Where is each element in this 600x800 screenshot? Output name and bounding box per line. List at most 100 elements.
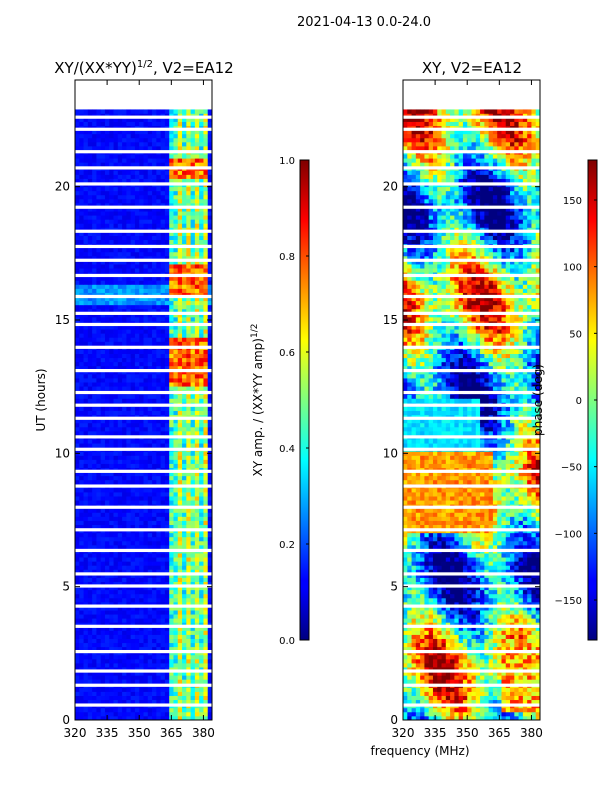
heat-cell [182, 357, 187, 363]
heat-cell [199, 137, 204, 143]
heat-cell [75, 325, 80, 330]
heat-cell [104, 259, 110, 265]
heat-cell [100, 638, 106, 644]
heat-cell [190, 508, 196, 513]
heat-cell [104, 186, 110, 192]
heat-cell [113, 487, 119, 493]
heat-cell [207, 707, 212, 713]
heat-cell [186, 524, 191, 530]
heat-cell [147, 296, 153, 302]
heat-cell [104, 536, 110, 542]
heat-cell [207, 516, 212, 521]
heat-cell [173, 394, 179, 399]
heat-cell [139, 561, 144, 566]
heat-cell [199, 304, 204, 310]
heat-cell [79, 333, 84, 338]
heat-cell [152, 361, 157, 367]
heat-cell [164, 516, 170, 521]
heat-cell [75, 117, 80, 122]
heat-cell [173, 508, 179, 513]
heat-cell [415, 707, 421, 713]
heat-cell [117, 264, 123, 269]
heat-cell [207, 251, 212, 257]
heat-cell [139, 129, 144, 135]
heat-cell [186, 443, 191, 448]
heat-cell [169, 601, 174, 607]
heat-cell [83, 630, 89, 635]
heat-cell [190, 618, 196, 623]
heat-cell [109, 475, 114, 481]
heat-cell [199, 398, 204, 403]
heat-cell [104, 357, 110, 363]
heat-cell [169, 162, 174, 167]
heat-cell [92, 500, 97, 505]
heat-cell [87, 451, 93, 456]
heat-cell [182, 255, 187, 261]
heat-cell [96, 614, 102, 619]
heat-cell [134, 667, 140, 672]
heat-cell [126, 439, 132, 444]
heat-cell [100, 239, 106, 245]
heat-cell [152, 162, 157, 167]
heat-cell [194, 711, 200, 717]
heat-cell [199, 606, 204, 611]
heat-cell [182, 443, 187, 448]
heat-cell [156, 687, 162, 692]
heat-cell [122, 459, 127, 464]
heat-cell [75, 589, 80, 595]
heat-cell [164, 479, 170, 485]
heat-cell [79, 524, 84, 530]
heat-cell [122, 378, 127, 383]
heat-cell [100, 190, 106, 196]
heat-cell [199, 512, 204, 517]
heat-cell [169, 337, 174, 342]
heat-cell [79, 129, 84, 135]
heat-cell [100, 471, 106, 477]
heat-cell [130, 325, 136, 330]
heat-cell [92, 638, 97, 644]
heat-cell [156, 158, 162, 163]
heat-cell [156, 634, 162, 639]
heat-cell [143, 304, 149, 310]
heat-cell [182, 487, 187, 493]
heat-cell [79, 606, 84, 611]
heat-cell [134, 312, 140, 318]
heat-cell [104, 141, 110, 147]
heat-cell [143, 634, 149, 639]
heat-cell [109, 597, 114, 603]
heat-cell [122, 589, 127, 595]
heat-cell [190, 585, 196, 591]
heat-cell [203, 223, 209, 228]
heat-cell [173, 646, 179, 652]
heat-cell [203, 569, 209, 574]
heat-cell [130, 141, 136, 147]
heat-cell [147, 235, 153, 241]
heat-cell [130, 137, 136, 143]
heat-cell [75, 512, 80, 517]
heat-cell [122, 406, 127, 411]
heat-cell [79, 211, 84, 216]
heat-cell [113, 109, 119, 114]
heat-cell [104, 601, 110, 607]
heat-cell [156, 198, 162, 204]
heat-cell [92, 329, 97, 334]
heat-cell [152, 235, 157, 241]
heat-cell [152, 585, 157, 591]
amplitude-colorbar: 0.00.20.40.60.81.0 XY amp. / (XX*YY amp)… [250, 156, 310, 647]
heat-cell [186, 288, 191, 293]
heat-cell [501, 715, 507, 720]
heat-cell [100, 553, 106, 558]
heat-cell [92, 312, 97, 318]
heat-cell [194, 540, 200, 546]
heat-cell [152, 194, 157, 200]
heat-cell [122, 141, 127, 147]
heat-cell [203, 170, 209, 175]
heat-cell [203, 606, 209, 611]
heat-cell [117, 329, 123, 334]
heat-cell [164, 569, 170, 574]
heat-cell [147, 658, 153, 664]
heat-cell [190, 557, 196, 562]
heat-cell [177, 170, 183, 175]
heat-cell [79, 121, 84, 127]
heat-cell [194, 524, 200, 530]
